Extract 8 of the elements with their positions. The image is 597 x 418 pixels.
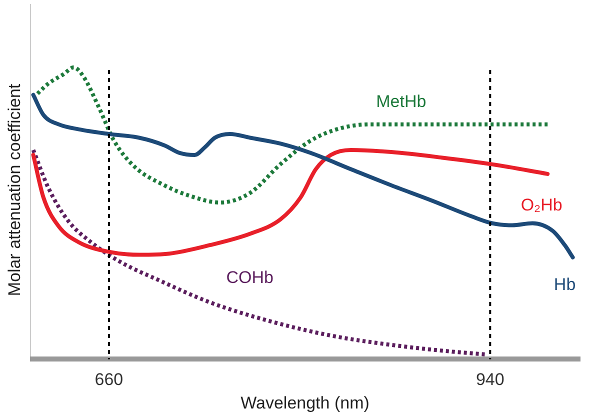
series-label: MetHb xyxy=(376,92,426,112)
x-tick-label: 940 xyxy=(476,370,504,390)
x-tick-label: 660 xyxy=(94,370,124,390)
series-label: COHb xyxy=(226,268,274,287)
series-label: O₂Hb xyxy=(520,196,562,215)
y-axis-title: Molar attenuation coefficient xyxy=(5,84,25,296)
series-label: Hb xyxy=(554,275,576,294)
x-axis-title: Wavelength (nm) xyxy=(240,393,370,412)
